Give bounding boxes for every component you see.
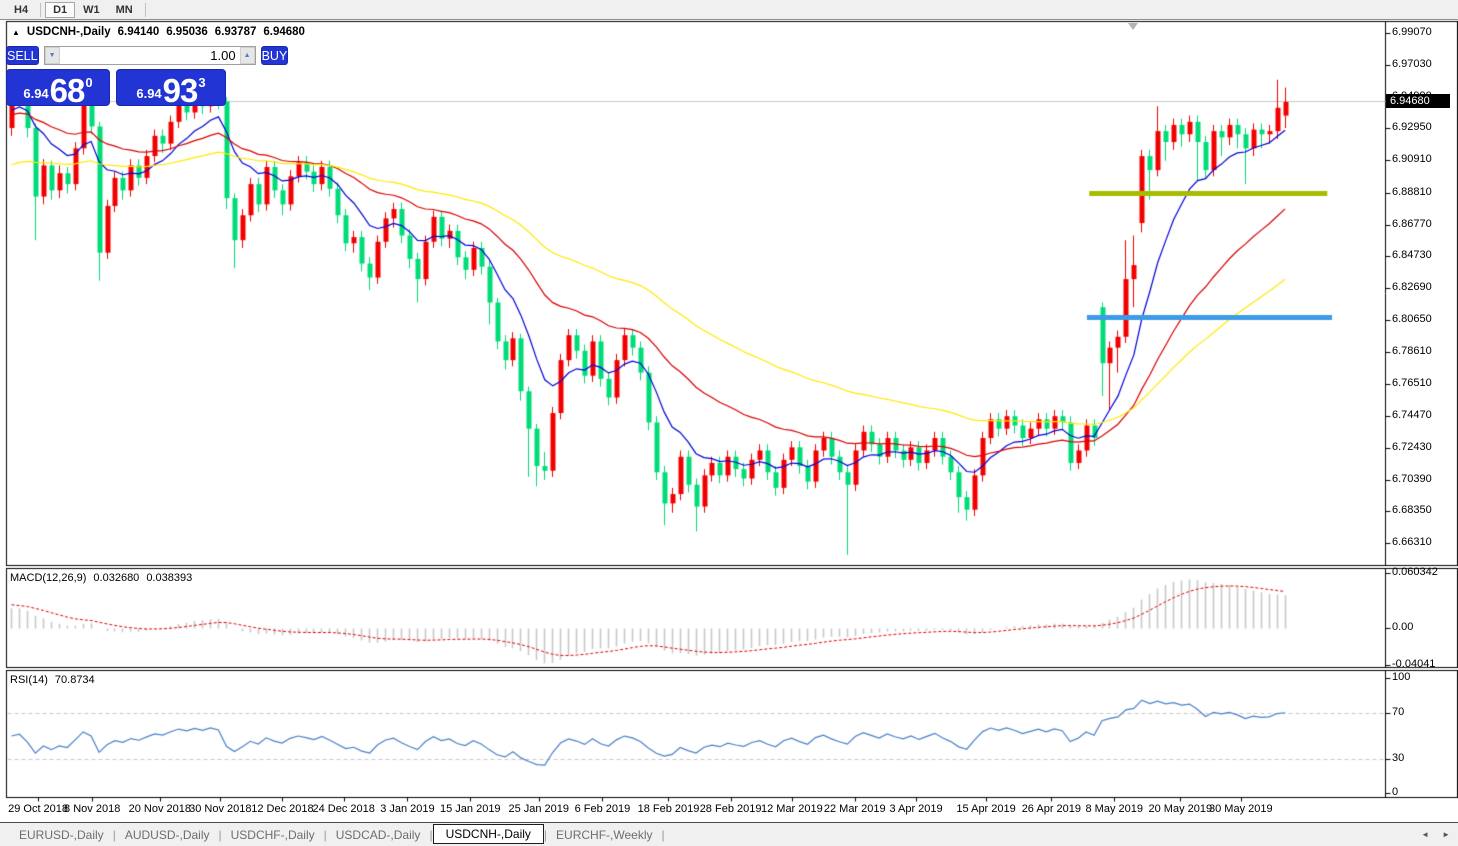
date-tick-label: 18 Feb 2019 [637, 803, 700, 815]
tab-separator: | [661, 827, 665, 842]
chart-title: ▲ USDCNH-,Daily 6.94140 6.95036 6.93787 … [12, 26, 305, 38]
date-tick-label: 26 Apr 2019 [1021, 803, 1082, 815]
toolbar-separator [40, 2, 42, 17]
price-tick-label: 6.76510 [1392, 377, 1432, 390]
tab-separator: | [429, 827, 433, 842]
ohlc-low: 6.93787 [214, 26, 257, 38]
date-tick-label: 30 Nov 2018 [189, 803, 252, 815]
price-tick-label: 6.70390 [1392, 472, 1432, 485]
ohlc-open: 6.94140 [117, 26, 160, 38]
sell-price-big: 68 [49, 72, 86, 109]
tab-separator: | [323, 827, 327, 842]
sell-button[interactable]: SELL [6, 46, 39, 65]
price-tick-label: 6.82690 [1392, 281, 1432, 294]
date-tick-label: 25 Jan 2019 [508, 803, 570, 815]
timeframe-toolbar: H4 D1 W1 MN [0, 0, 1458, 20]
collapse-arrow-icon[interactable]: ▲ [12, 27, 20, 37]
date-tick-label: 20 Nov 2018 [128, 803, 192, 815]
rsi-tick-label: 70 [1392, 705, 1405, 718]
volume-decrease-icon[interactable]: ▼ [44, 47, 60, 64]
symbol-tab-bar: EURUSD-,Daily | AUDUSD-,Daily | USDCHF-,Dail… [0, 822, 1458, 846]
rsi-indicator-label: RSI(14) 70.8734 [10, 674, 95, 686]
price-tick-label: 6.97030 [1392, 57, 1432, 70]
sell-price-box[interactable]: 6.94 68 0 [6, 69, 110, 109]
tab-audusd-daily[interactable]: AUDUSD-,Daily [124, 827, 210, 842]
volume-input[interactable] [59, 47, 240, 64]
timeframe-button-mn[interactable]: MN [115, 3, 133, 16]
rsi-value: 70.8734 [54, 674, 95, 686]
timeframe-button-d1[interactable]: D1 [45, 1, 76, 18]
buy-price-small: 6.94 [136, 86, 162, 101]
timeframe-button-h4[interactable]: H4 [14, 3, 29, 16]
tab-scroll-right-icon[interactable]: ► [1442, 830, 1450, 839]
tab-usdcnh-daily[interactable]: USDCNH-,Daily [432, 823, 544, 844]
tab-separator: | [218, 827, 222, 842]
buy-price-sup: 3 [198, 75, 206, 90]
ohlc-high: 6.95036 [166, 26, 208, 38]
date-tick-label: 8 Nov 2018 [64, 803, 121, 815]
date-tick-label: 20 May 2019 [1148, 803, 1213, 815]
buy-price-big: 93 [162, 72, 199, 109]
rsi-tick-label: 30 [1392, 751, 1405, 764]
volume-increase-icon[interactable]: ▲ [239, 47, 255, 64]
date-tick-label: 12 Dec 2018 [251, 803, 314, 815]
current-price-badge: 6.94680 [1386, 94, 1450, 109]
sell-price-sup: 0 [85, 75, 93, 90]
date-tick-label: 15 Jan 2019 [440, 803, 501, 815]
macd-tick-label: 0.060342 [1392, 566, 1438, 579]
price-tick-label: 6.90910 [1392, 153, 1432, 166]
chart-shift-marker-icon[interactable] [1128, 23, 1139, 30]
macd-tick-label: -0.04041 [1392, 657, 1436, 670]
toolbar-separator [144, 2, 146, 17]
price-tick-label: 6.78610 [1392, 344, 1432, 357]
date-tick-label: 3 Apr 2019 [889, 803, 943, 815]
macd-indicator-label: MACD(12,26,9) 0.032680 0.038393 [10, 572, 192, 584]
date-tick-label: 6 Feb 2019 [574, 803, 631, 815]
price-tick-label: 6.92950 [1392, 121, 1432, 134]
price-tick-label: 6.72430 [1392, 440, 1432, 453]
date-tick-label: 15 Apr 2019 [956, 803, 1016, 815]
macd-value-signal: 0.038393 [146, 572, 193, 584]
date-tick-label: 12 Mar 2019 [760, 803, 823, 815]
price-tick-label: 6.84730 [1392, 249, 1432, 262]
tab-eurchf-weekly[interactable]: EURCHF-,Weekly [556, 827, 653, 842]
date-tick-label: 22 Mar 2019 [823, 803, 886, 815]
date-tick-label: 3 Jan 2019 [380, 803, 435, 815]
tab-separator: | [112, 827, 116, 842]
price-tick-label: 6.86770 [1392, 217, 1432, 230]
date-tick-label: 29 Oct 2018 [8, 803, 69, 815]
one-click-trading-widget: SELL ▼ ▲ BUY 6.94 68 0 6.94 93 3 [6, 45, 289, 109]
macd-tick-label: 0.00 [1392, 621, 1414, 633]
tab-usdchf-daily[interactable]: USDCHF-,Daily [230, 827, 315, 842]
date-tick-label: 30 May 2019 [1209, 803, 1273, 815]
price-tick-label: 6.88810 [1392, 185, 1432, 198]
macd-name: MACD(12,26,9) [10, 572, 87, 584]
date-tick-label: 8 May 2019 [1085, 803, 1143, 815]
volume-spinner: ▼ ▲ [43, 46, 256, 65]
timeframe-button-w1[interactable]: W1 [83, 3, 100, 16]
macd-value-main: 0.032680 [93, 572, 140, 584]
price-tick-label: 6.74470 [1392, 409, 1432, 422]
tab-scroll-left-icon[interactable]: ◄ [1421, 830, 1430, 839]
symbol-period-label: USDCNH-,Daily [26, 26, 111, 38]
price-tick-label: 6.99070 [1392, 26, 1432, 38]
buy-price-box[interactable]: 6.94 93 3 [116, 69, 226, 109]
price-tick-label: 6.68350 [1392, 504, 1432, 517]
ohlc-close: 6.94680 [263, 26, 305, 38]
tab-usdcad-daily[interactable]: USDCAD-,Daily [335, 827, 421, 842]
tab-eurusd-daily[interactable]: EURUSD-,Daily [19, 827, 104, 842]
date-tick-label: 24 Dec 2018 [312, 803, 375, 815]
date-tick-label: 28 Feb 2019 [699, 803, 762, 815]
rsi-tick-label: 0 [1392, 786, 1399, 798]
price-tick-label: 6.66310 [1392, 536, 1432, 549]
rsi-name: RSI(14) [10, 674, 48, 686]
tab-scroll-arrows: ◄ ► [1421, 830, 1450, 839]
price-tick-label: 6.80650 [1392, 312, 1432, 325]
sell-price-small: 6.94 [23, 86, 49, 101]
rsi-tick-label: 100 [1392, 671, 1411, 683]
tab-separator: | [543, 827, 548, 842]
buy-button[interactable]: BUY [260, 46, 289, 65]
